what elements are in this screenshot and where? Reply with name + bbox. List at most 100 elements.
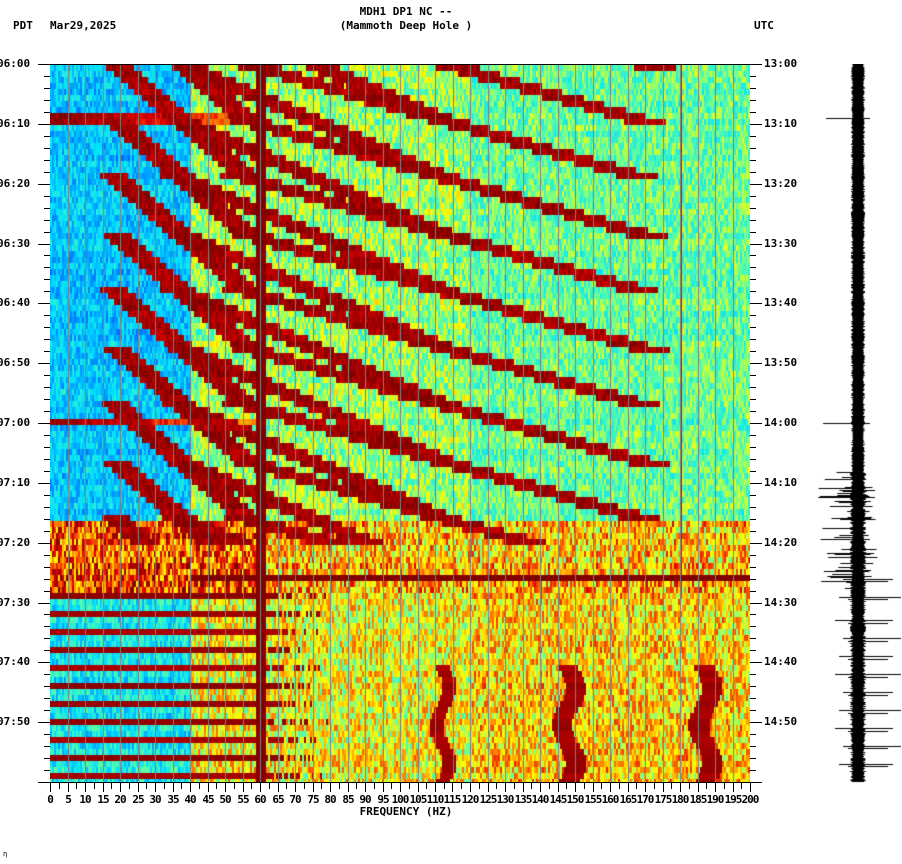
y-tick-label-right: 14:50 [764, 715, 798, 728]
y-major-tick-left [38, 543, 50, 544]
y-minor-tick-right [750, 267, 756, 268]
y-minor-tick-left [44, 267, 50, 268]
x-major-tick [155, 782, 156, 792]
x-tick-label: 190 [706, 793, 725, 806]
y-minor-tick-right [750, 495, 756, 496]
y-minor-tick-right [750, 614, 756, 615]
x-minor-tick [374, 782, 375, 789]
x-minor-tick [251, 782, 252, 789]
x-minor-tick [76, 782, 77, 789]
y-major-tick-right [750, 184, 762, 185]
x-minor-tick [409, 782, 410, 789]
y-tick-label-right: 13:40 [764, 296, 798, 309]
y-minor-tick-left [44, 351, 50, 352]
y-minor-tick-left [44, 638, 50, 639]
y-minor-tick-right [750, 291, 756, 292]
y-minor-tick-right [750, 88, 756, 89]
x-tick-label: 95 [377, 793, 389, 806]
x-tick-label: 70 [289, 793, 301, 806]
x-major-tick [138, 782, 139, 792]
x-major-tick [593, 782, 594, 792]
x-minor-tick [514, 782, 515, 789]
x-major-tick [173, 782, 174, 792]
y-minor-tick-right [750, 734, 756, 735]
y-tick-label-right: 13:20 [764, 177, 798, 190]
x-tick-label: 75 [307, 793, 319, 806]
y-minor-tick-right [750, 471, 756, 472]
x-major-tick [400, 782, 401, 792]
y-major-tick-right [750, 423, 762, 424]
x-minor-tick [549, 782, 550, 789]
x-major-tick [733, 782, 734, 792]
y-minor-tick-right [750, 172, 756, 173]
y-minor-tick-right [750, 339, 756, 340]
y-minor-tick-right [750, 531, 756, 532]
y-minor-tick-right [750, 447, 756, 448]
x-major-tick [470, 782, 471, 792]
spectrogram-canvas [50, 65, 750, 783]
y-major-tick-left [38, 124, 50, 125]
y-major-tick-left [38, 662, 50, 663]
y-minor-tick-left [44, 327, 50, 328]
x-tick-label: 5 [65, 793, 72, 806]
x-minor-tick [356, 782, 357, 789]
x-minor-tick [339, 782, 340, 789]
y-minor-tick-left [44, 471, 50, 472]
y-minor-tick-right [750, 686, 756, 687]
x-minor-tick [689, 782, 690, 789]
y-tick-label-right: 14:30 [764, 596, 798, 609]
y-minor-tick-left [44, 172, 50, 173]
y-tick-label-left: 07:40 [0, 655, 31, 668]
right-timezone-label: UTC [754, 19, 774, 32]
x-tick-label: 130 [496, 793, 515, 806]
y-major-tick-right [750, 124, 762, 125]
x-major-tick [365, 782, 366, 792]
x-minor-tick [531, 782, 532, 789]
x-tick-label: 65 [272, 793, 284, 806]
x-major-tick [418, 782, 419, 792]
x-tick-label: 145 [549, 793, 568, 806]
x-minor-tick [479, 782, 480, 789]
footer-mark: η [3, 850, 8, 858]
y-minor-tick-right [750, 674, 756, 675]
x-minor-tick [706, 782, 707, 789]
x-major-tick [540, 782, 541, 792]
y-minor-tick-left [44, 339, 50, 340]
y-minor-tick-left [44, 555, 50, 556]
x-axis-line [50, 782, 750, 783]
y-minor-tick-right [750, 591, 756, 592]
y-tick-label-left: 06:10 [0, 117, 31, 130]
y-minor-tick-right [750, 220, 756, 221]
y-minor-tick-right [750, 100, 756, 101]
x-tick-label: 175 [654, 793, 673, 806]
y-minor-tick-left [44, 674, 50, 675]
x-tick-label: 170 [636, 793, 655, 806]
y-major-tick-right [750, 722, 762, 723]
x-minor-tick [181, 782, 182, 789]
y-minor-tick-left [44, 459, 50, 460]
x-tick-label: 90 [359, 793, 371, 806]
x-minor-tick [391, 782, 392, 789]
x-major-tick [120, 782, 121, 792]
y-tick-label-right: 14:00 [764, 416, 798, 429]
x-major-tick [452, 782, 453, 792]
site-title: (Mammoth Deep Hole ) [339, 19, 473, 32]
x-major-tick [278, 782, 279, 792]
y-tick-label-left: 07:20 [0, 536, 31, 549]
date-label: Mar29,2025 [50, 19, 117, 32]
x-major-tick [50, 782, 51, 792]
y-minor-tick-left [44, 279, 50, 280]
x-tick-label: 60 [254, 793, 266, 806]
y-minor-tick-left [44, 100, 50, 101]
y-minor-tick-left [44, 614, 50, 615]
y-minor-tick-left [44, 734, 50, 735]
x-major-tick [663, 782, 664, 792]
y-tick-label-right: 14:20 [764, 536, 798, 549]
y-minor-tick-left [44, 208, 50, 209]
y-minor-tick-right [750, 76, 756, 77]
x-major-tick [680, 782, 681, 792]
y-major-tick-left [38, 603, 50, 604]
y-tick-label-left: 06:50 [0, 356, 31, 369]
y-minor-tick-right [750, 746, 756, 747]
y-tick-label-left: 07:30 [0, 596, 31, 609]
